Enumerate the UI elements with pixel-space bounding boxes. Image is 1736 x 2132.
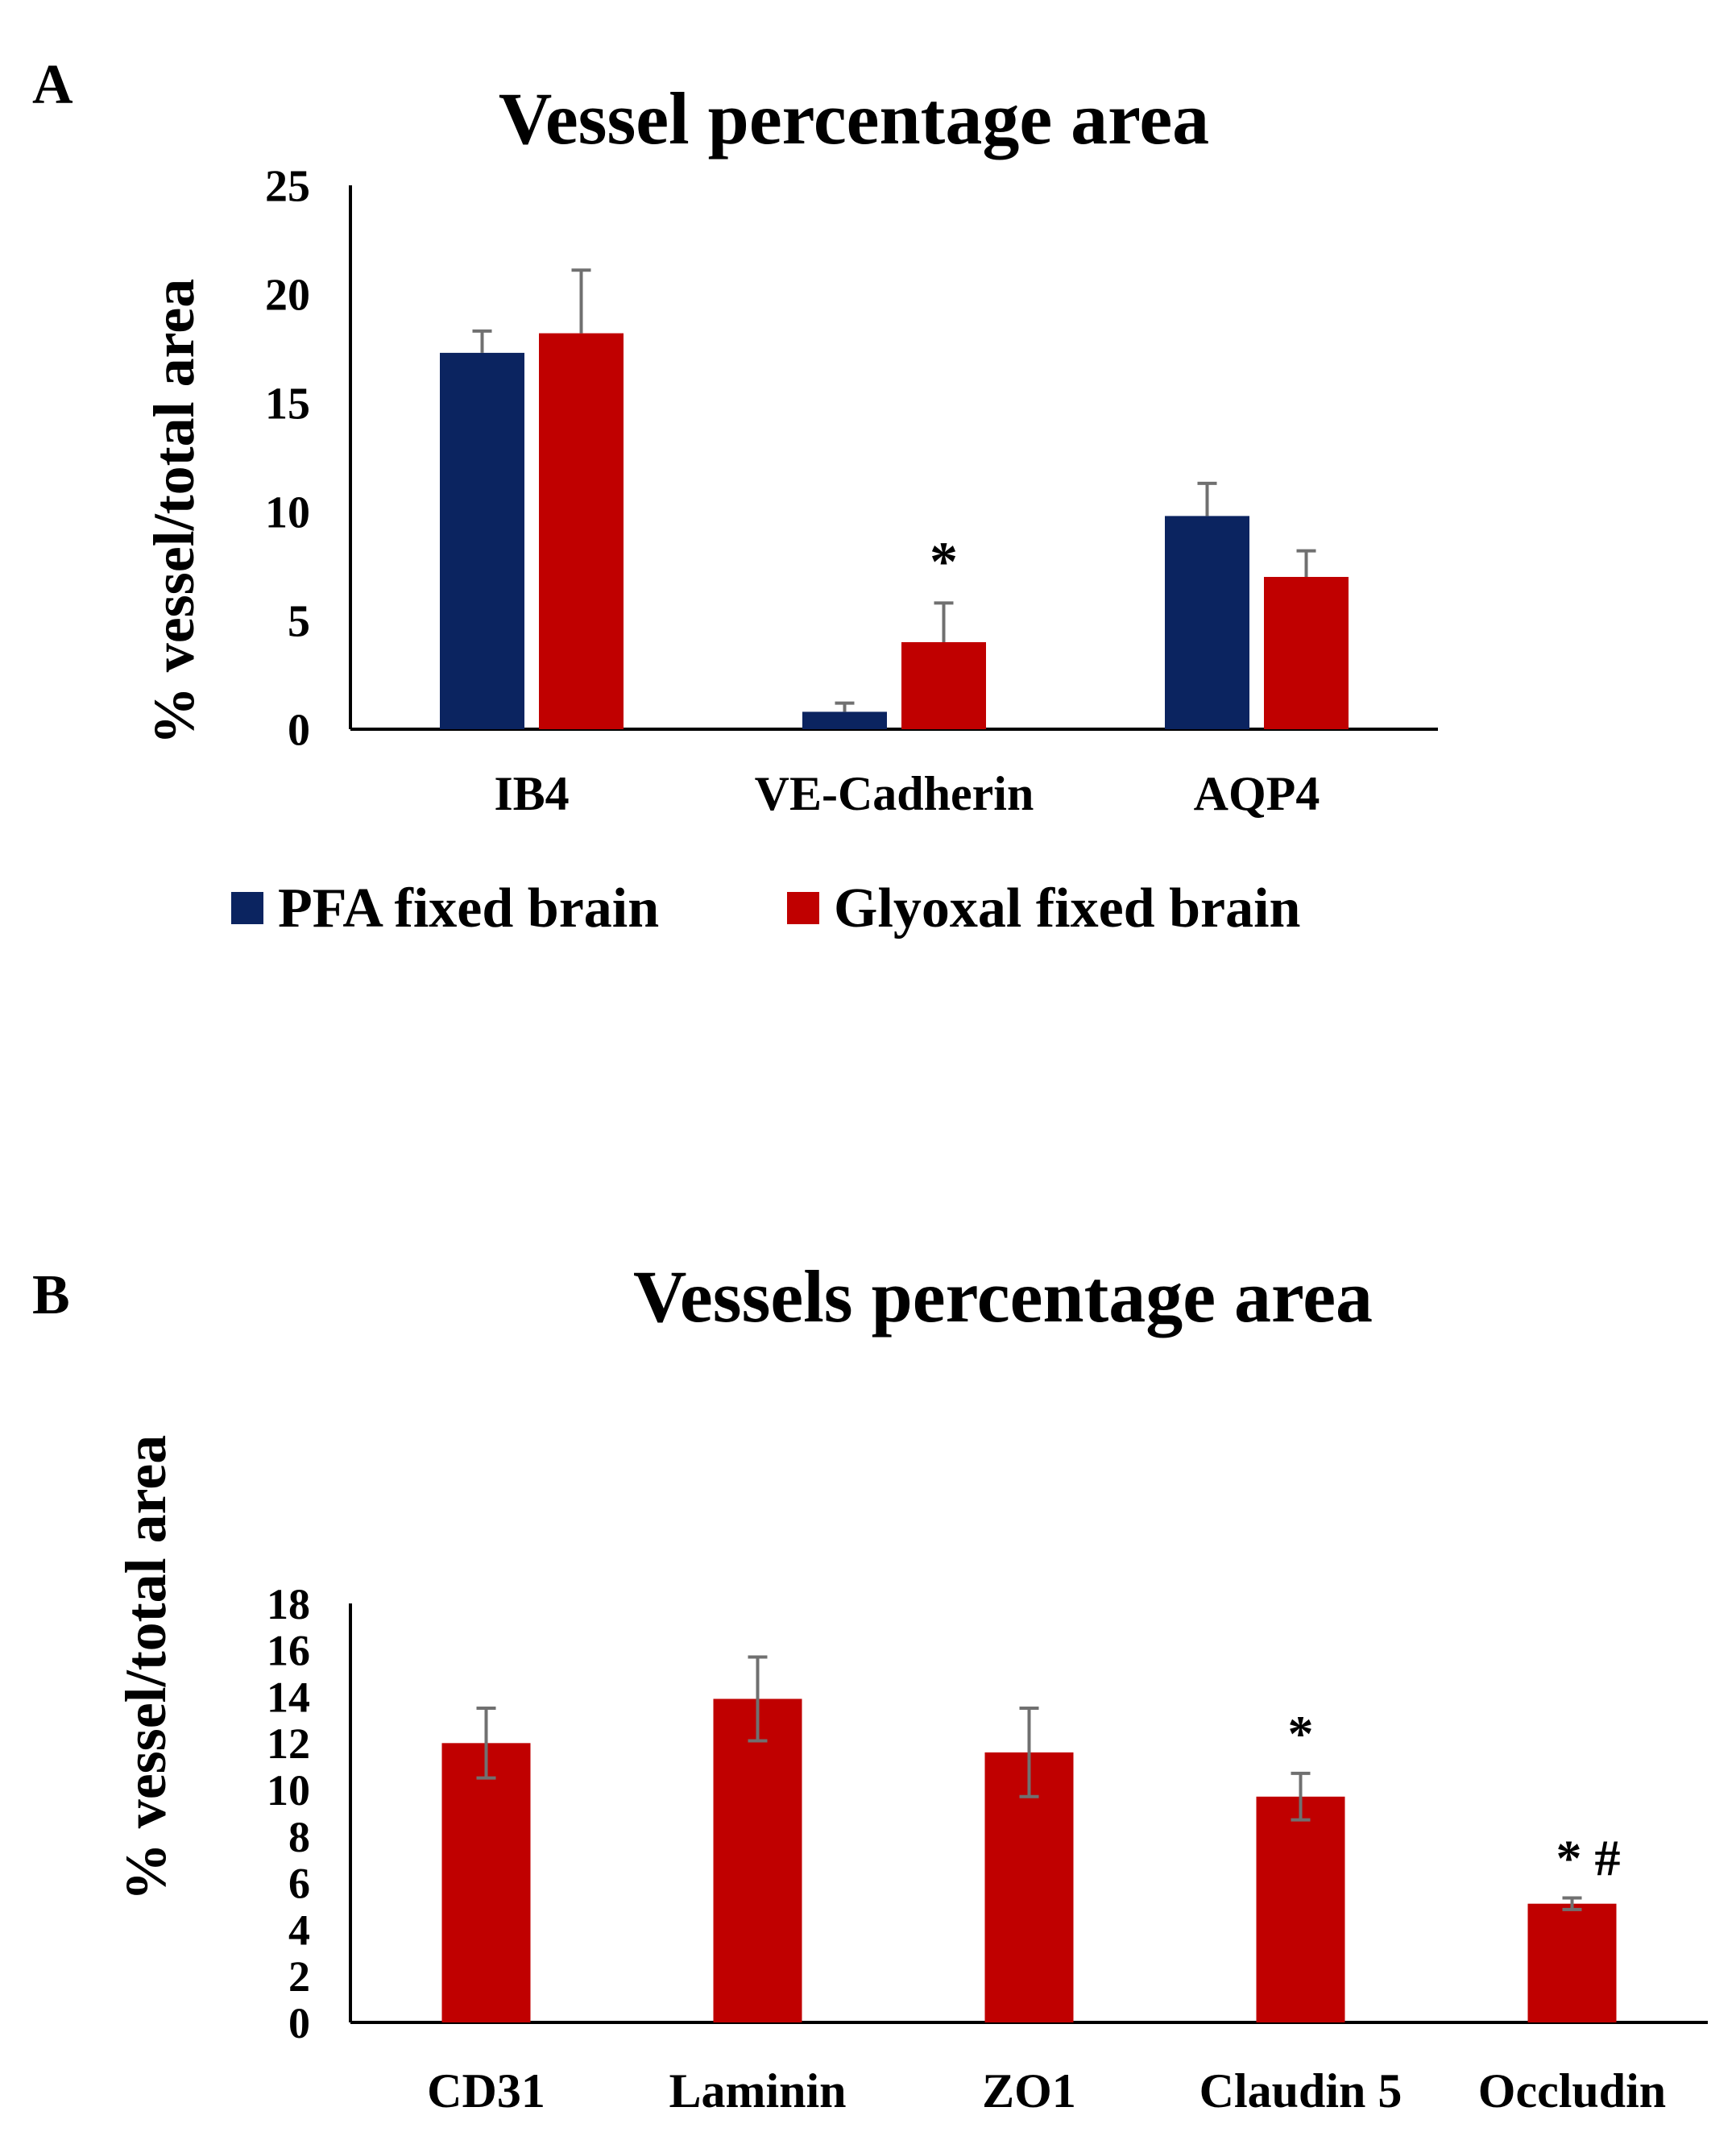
panel-a-title: Vessel percentage area <box>499 77 1209 160</box>
panel-b-y-tick-label: 12 <box>267 1719 310 1768</box>
legend-swatch-glyoxal <box>787 892 819 924</box>
panel-b-significance-annotation: * <box>1288 1705 1314 1762</box>
panel-b-category-label: Occludin <box>1478 2064 1666 2117</box>
panel-b-y-tick-label: 6 <box>288 1860 310 1908</box>
panel-a-bar-glyoxal-fixed-brain-1 <box>901 642 986 729</box>
panel-b-y-tick-label: 0 <box>288 1999 310 2047</box>
panel-b-bar-glyoxal-fixed-brain-0 <box>441 1743 531 2022</box>
panel-b-y-tick-label: 14 <box>267 1673 310 1721</box>
legend-swatch-pfa <box>231 892 263 924</box>
panel-b-y-tick-label: 10 <box>267 1766 310 1815</box>
panel-a-category-label: VE-Cadherin <box>755 767 1034 820</box>
panel-a-y-tick-label: 0 <box>288 706 310 756</box>
panel-a-y-tick-label: 20 <box>265 271 310 321</box>
panel-b-y-tick-label: 18 <box>267 1580 310 1628</box>
panel-b-category-label: Claudin 5 <box>1199 2064 1402 2117</box>
panel-a-chart: 0 5 10 15 20 25 IB4 VE-Cadherin AQP4 * <box>265 162 1438 820</box>
panel-b-y-tick-label: 2 <box>288 1952 310 2001</box>
panel-a-bar-pfa-fixed-brain-1 <box>802 711 887 729</box>
panel-b-bar-glyoxal-fixed-brain-4 <box>1527 1903 1617 2022</box>
panel-a-legend: PFA fixed brain Glyoxal fixed brain <box>231 877 1300 939</box>
panel-a-category-label: AQP4 <box>1194 767 1320 820</box>
panel-a-y-tick-label: 10 <box>265 488 310 538</box>
panel-a-ylabel: % vessel/total area <box>142 279 206 745</box>
panel-a-y-tick-label: 15 <box>265 380 310 429</box>
panel-a-y-tick-label: 25 <box>265 162 310 212</box>
legend-label-glyoxal: Glyoxal fixed brain <box>834 877 1300 939</box>
panel-b-title: Vessels percentage area <box>633 1255 1373 1338</box>
panel-a-bar-glyoxal-fixed-brain-0 <box>539 333 624 729</box>
panel-a-bar-pfa-fixed-brain-2 <box>1165 516 1249 729</box>
panel-a-significance-annotation: * <box>930 531 958 593</box>
panel-a-bar-pfa-fixed-brain-0 <box>440 352 524 729</box>
panel-a-y-tick-label: 5 <box>288 597 310 647</box>
panel-b-y-tick-label: 4 <box>288 1906 310 1954</box>
panel-b-bar-glyoxal-fixed-brain-1 <box>713 1699 802 2022</box>
panel-b-y-tick-label: 8 <box>288 1813 310 1861</box>
panel-a-bar-glyoxal-fixed-brain-2 <box>1264 577 1349 729</box>
panel-b-category-label: Laminin <box>669 2064 846 2117</box>
panel-b-label: B <box>32 1264 70 1326</box>
panel-b-ylabel: % vessel/total area <box>114 1435 178 1902</box>
panel-b-category-label: CD31 <box>427 2064 545 2117</box>
panel-a-label: A <box>32 54 73 116</box>
panel-b-bar-glyoxal-fixed-brain-3 <box>1256 1796 1345 2022</box>
panel-b-category-label: ZO1 <box>982 2064 1076 2117</box>
legend-label-pfa: PFA fixed brain <box>278 877 659 939</box>
panel-b-significance-annotation: * # <box>1556 1829 1621 1886</box>
panel-a-category-label: IB4 <box>494 767 569 820</box>
panel-b-y-tick-label: 16 <box>267 1627 310 1675</box>
